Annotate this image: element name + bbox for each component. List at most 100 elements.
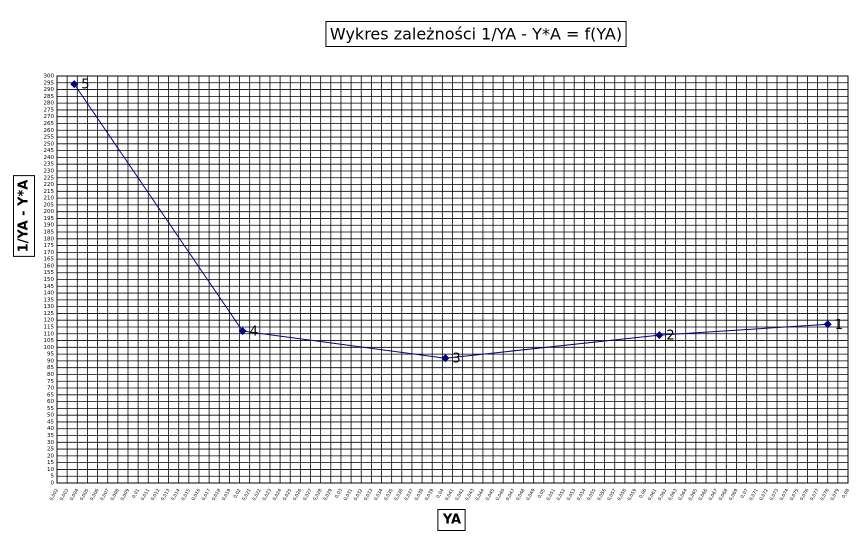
x-tick-label: 0,037 — [403, 488, 415, 502]
x-tick-label: 0,032 — [353, 488, 365, 502]
x-tick-label: 0,065 — [687, 488, 699, 502]
x-tick-label: 0,009 — [119, 488, 131, 502]
x-tick-label: 0,051 — [545, 488, 557, 502]
x-tick-label: 0,019 — [221, 488, 233, 502]
y-tick-label: 195 — [44, 216, 55, 222]
y-tick-label: 170 — [44, 250, 55, 256]
y-tick-label: 80 — [47, 372, 54, 378]
x-tick-label: 0,038 — [413, 488, 425, 502]
x-tick-label: 0,05 — [537, 488, 547, 500]
x-tick-label: 0,047 — [505, 488, 517, 502]
x-tick-label: 0,044 — [474, 488, 486, 502]
x-tick-label: 0,057 — [606, 488, 618, 502]
x-tick-label: 0,012 — [150, 488, 162, 502]
y-tick-label: 290 — [44, 87, 55, 93]
x-axis-label: YA — [442, 513, 461, 528]
x-tick-label: 0,079 — [829, 488, 841, 502]
x-tick-label: 0,013 — [160, 488, 172, 502]
y-tick-label: 265 — [44, 121, 55, 127]
x-tick-label: 0,046 — [495, 488, 507, 502]
y-tick-label: 260 — [44, 128, 55, 134]
y-tick-label: 45 — [47, 419, 54, 425]
x-tick-label: 0,067 — [708, 488, 720, 502]
y-tick-label: 110 — [44, 331, 55, 337]
point-marker — [655, 331, 664, 340]
y-tick-label: 15 — [47, 460, 54, 466]
y-tick-label: 230 — [44, 168, 55, 174]
y-tick-label: 130 — [44, 304, 55, 310]
y-tick-label: 90 — [47, 358, 54, 364]
y-tick-label: 235 — [44, 162, 55, 168]
x-tick-label: 0,064 — [677, 488, 689, 502]
x-tick-label: 0,021 — [241, 488, 253, 502]
x-tick-label: 0,022 — [251, 488, 263, 502]
x-tick-label: 0,042 — [454, 488, 466, 502]
y-tick-label: 225 — [44, 175, 55, 181]
x-tick-label: 0,077 — [809, 488, 821, 502]
y-tick-label: 255 — [44, 135, 55, 141]
y-tick-label: 185 — [44, 230, 55, 236]
y-axis-label: 1/YA - Y*A — [17, 180, 32, 253]
x-tick-label: 0,023 — [261, 488, 273, 502]
y-tick-label: 65 — [47, 392, 54, 398]
x-tick-label: 0,069 — [728, 488, 740, 502]
x-tick-label: 0,026 — [292, 488, 304, 502]
x-tick-label: 0,024 — [271, 488, 283, 502]
x-tick-label: 0,016 — [190, 488, 202, 502]
y-tick-label: 180 — [44, 236, 55, 242]
y-tick-label: 215 — [44, 189, 55, 195]
x-tick-label: 0,07 — [739, 488, 749, 500]
x-tick-label: 0,039 — [424, 488, 436, 502]
y-tick-label: 210 — [44, 196, 55, 202]
y-tick-label: 280 — [44, 101, 55, 107]
x-tick-label: 0,018 — [211, 488, 223, 502]
x-tick-label: 0,066 — [697, 488, 709, 502]
label-box — [437, 509, 466, 531]
point-label: 4 — [250, 325, 258, 340]
x-tick-label: 0,06 — [638, 488, 648, 500]
x-tick-label: 0,061 — [647, 488, 659, 502]
x-tick-label: 0,071 — [748, 488, 760, 502]
point-marker — [823, 320, 832, 329]
x-tick-label: 0,01 — [131, 488, 141, 500]
x-tick-label: 0,006 — [89, 488, 101, 502]
series-line — [73, 83, 828, 359]
x-tick-label: 0,054 — [576, 488, 588, 502]
chart-title: Wykres zależności 1/YA - Y*A = f(YA) — [330, 25, 622, 44]
x-tick-label: 0,002 — [48, 488, 60, 502]
y-tick-label: 115 — [44, 324, 55, 330]
x-tick-label: 0,005 — [79, 488, 91, 502]
x-tick-label: 0,072 — [758, 488, 770, 502]
x-tick-label: 0,068 — [718, 488, 730, 502]
y-tick-label: 40 — [47, 426, 54, 432]
y-tick-label: 140 — [44, 291, 55, 297]
point-label: 1 — [835, 318, 843, 333]
x-tick-label: 0,062 — [657, 488, 669, 502]
y-tick-label: 300 — [44, 74, 55, 80]
y-tick-label: 75 — [47, 379, 54, 385]
y-tick-label: 0 — [51, 481, 55, 487]
x-tick-label: 0,073 — [768, 488, 780, 502]
x-tick-label: 0,045 — [484, 488, 496, 502]
x-tick-label: 0,048 — [515, 488, 527, 502]
x-tick-label: 0,053 — [566, 488, 578, 502]
x-tick-label: 0,017 — [201, 488, 213, 502]
x-tick-label: 0,08 — [841, 488, 851, 500]
y-tick-label: 10 — [47, 467, 54, 473]
x-tick-label: 0,049 — [525, 488, 537, 502]
y-tick-label: 295 — [44, 80, 55, 86]
x-tick-label: 0,063 — [667, 488, 679, 502]
y-tick-label: 50 — [47, 413, 54, 419]
point-label: 2 — [666, 329, 674, 344]
x-tick-label: 0,03 — [334, 488, 344, 500]
y-tick-label: 5 — [51, 474, 55, 480]
x-tick-label: 0,011 — [140, 488, 152, 502]
x-tick-label: 0,033 — [363, 488, 375, 502]
point-marker — [441, 354, 450, 363]
y-tick-label: 125 — [44, 311, 55, 317]
y-tick-label: 200 — [44, 209, 55, 215]
x-tick-label: 0,059 — [626, 488, 638, 502]
y-tick-label: 220 — [44, 182, 55, 188]
y-tick-label: 135 — [44, 297, 55, 303]
y-tick-label: 160 — [44, 263, 55, 269]
